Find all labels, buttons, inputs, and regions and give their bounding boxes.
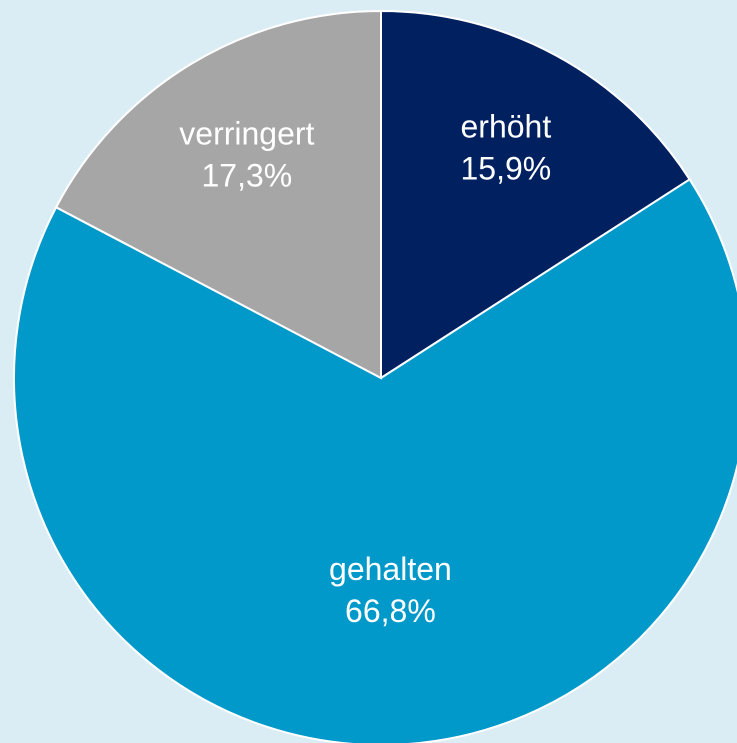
pie-slice [380,9,692,380]
slice-value-label: 15,9% [460,151,551,187]
pie-slice [54,9,382,380]
pie-slice [13,178,737,743]
slice-label: verringert [179,115,314,151]
slice-label: gehalten [329,551,452,587]
slice-value-label: 66,8% [345,593,436,629]
slice-value-label: 17,3% [202,157,293,193]
slice-label: erhöht [460,109,551,145]
